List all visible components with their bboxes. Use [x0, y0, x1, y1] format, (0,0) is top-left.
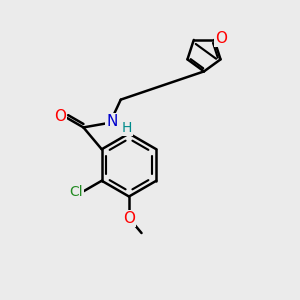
Text: O: O	[215, 31, 227, 46]
Text: O: O	[54, 109, 66, 124]
Text: N: N	[106, 114, 118, 129]
Text: Cl: Cl	[69, 185, 82, 199]
Text: O: O	[123, 211, 135, 226]
Text: H: H	[121, 121, 132, 135]
